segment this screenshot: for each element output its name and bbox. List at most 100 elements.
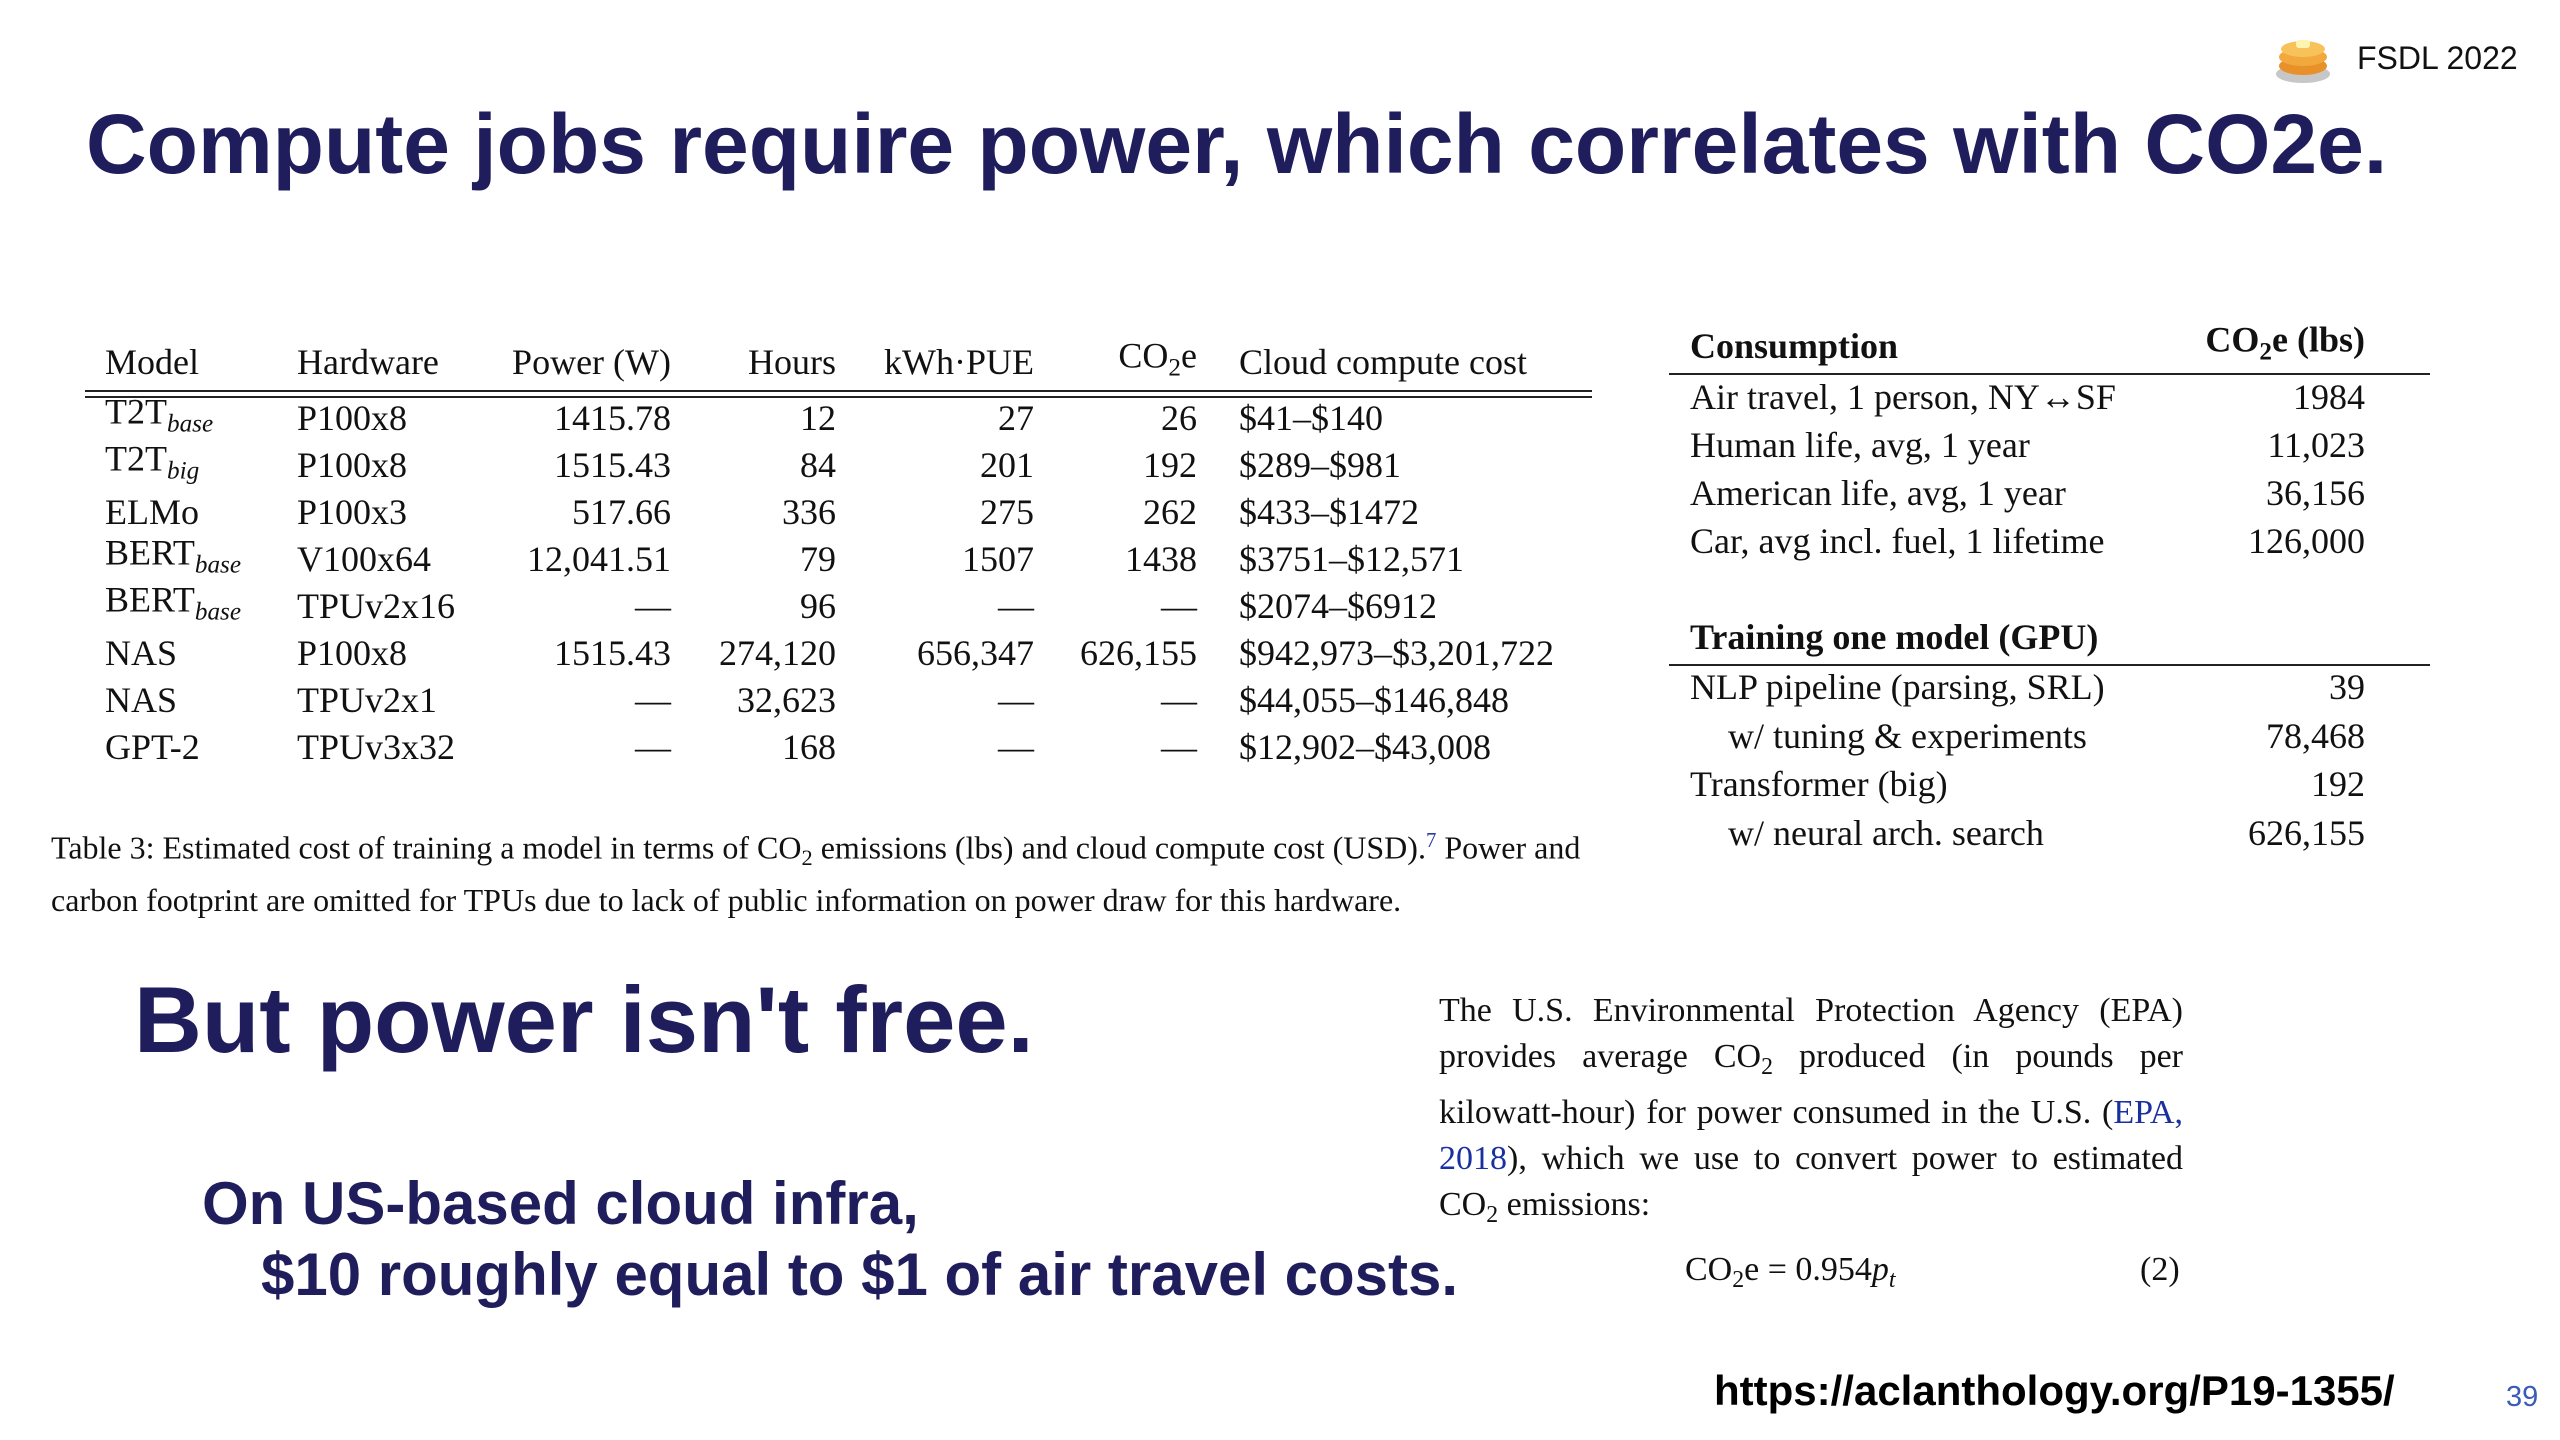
text-part: e: [1181, 335, 1197, 376]
table-cell: —: [1161, 727, 1197, 767]
table-cell: 275: [980, 492, 1034, 532]
table-cell: 1415.78: [554, 398, 671, 438]
table-cell: 32,623: [737, 680, 836, 720]
text-part: CO: [2205, 319, 2260, 360]
table-cell: $433–$1472: [1239, 492, 1419, 532]
note-line: $10 roughly equal to $1 of air travel co…: [261, 1241, 1459, 1308]
text-part: T2T: [105, 438, 167, 479]
caption-text: emissions (lbs) and cloud compute cost (…: [812, 829, 1426, 866]
footnote-mark: 7: [1425, 829, 1437, 852]
table-cell: 192: [1143, 445, 1197, 485]
table-cell: 26: [1161, 398, 1197, 438]
column-header: kWh·PUE: [884, 342, 1034, 382]
table-cell: ELMo: [105, 492, 199, 532]
table-cell: $3751–$12,571: [1239, 539, 1464, 579]
table-cell: 1438: [1125, 539, 1197, 579]
table-cell: BERTbase: [105, 580, 241, 633]
table-cell: TPUv2x1: [297, 680, 438, 720]
equation: CO2e = 0.954pt: [1685, 1248, 1896, 1302]
subscript: base: [194, 551, 242, 579]
column-header: CO2e: [1118, 336, 1197, 389]
table-cell: 656,347: [917, 633, 1034, 673]
table-cell: T2Tbig: [105, 439, 199, 492]
table-cell: T2Tbase: [105, 392, 213, 445]
row-label: Human life, avg, 1 year: [1690, 425, 2030, 465]
subscript: base: [166, 410, 214, 438]
table-cell: 1515.43: [554, 633, 671, 673]
row-label: Air travel, 1 person, NY↔SF: [1690, 377, 2116, 417]
row-value: 626,155: [2248, 812, 2365, 853]
row-value: 36,156: [2266, 473, 2365, 513]
table-cell: —: [1161, 680, 1197, 720]
table-cell: $44,055–$146,848: [1239, 680, 1509, 720]
subscript: base: [194, 598, 242, 626]
subscript: 2: [1168, 354, 1182, 382]
caption-text: Table 3: Estimated cost of training a mo…: [51, 829, 802, 866]
table-cell: 168: [782, 727, 836, 767]
table-cell: 79: [800, 539, 836, 579]
table-cell: NAS: [105, 633, 178, 673]
table-cell: 336: [782, 492, 836, 532]
header-rule: [85, 396, 1592, 398]
section-header: Training one model (GPU): [1690, 617, 2099, 657]
table-cell: 1507: [962, 539, 1034, 579]
row-label: w/ tuning & experiments: [1728, 715, 2087, 756]
text-part: CO: [1118, 335, 1169, 376]
table-cell: P100x8: [297, 633, 408, 673]
epa-paragraph: The U.S. Environmental Protection Agency…: [1439, 988, 2183, 1238]
table-cell: —: [1161, 586, 1197, 626]
epa-text: produced (in pounds per kilowatt-hour) f…: [1439, 1038, 2183, 1132]
eq-part: e = 0.954: [1744, 1251, 1872, 1288]
table-cell: —: [998, 586, 1034, 626]
subscript: 2: [2259, 338, 2272, 366]
table-caption: Table 3: Estimated cost of training a mo…: [51, 820, 1631, 921]
eq-part: CO: [1685, 1251, 1733, 1288]
table-cell: $12,902–$43,008: [1239, 727, 1491, 767]
row-value: 1984: [2293, 377, 2365, 417]
table-cell: 1515.43: [554, 445, 671, 485]
caption-sub: 2: [801, 845, 813, 871]
table-cell: —: [998, 680, 1034, 720]
table-cell: P100x8: [297, 445, 408, 485]
epa-text: emissions:: [1498, 1186, 1651, 1224]
row-label: Car, avg incl. fuel, 1 lifetime: [1690, 521, 2105, 561]
table-cell: V100x64: [297, 539, 431, 579]
epa-sub: 2: [1486, 1202, 1499, 1229]
row-label: NLP pipeline (parsing, SRL): [1690, 667, 2105, 707]
table-cell: TPUv2x16: [297, 586, 456, 626]
table-cell: $289–$981: [1239, 445, 1401, 485]
table-cell: 84: [800, 445, 836, 485]
row-value: 192: [2311, 764, 2365, 804]
page-number: 39: [2506, 1381, 2539, 1413]
column-header: Hardware: [297, 342, 439, 382]
caption-text: Power and carbon footprint are omitted f…: [51, 829, 1581, 919]
column-header: CO2e (lbs): [2205, 320, 2365, 373]
column-header: Power (W): [512, 342, 671, 382]
row-label: w/ neural arch. search: [1728, 812, 2044, 853]
column-header: Consumption: [1690, 326, 1899, 366]
subscript: big: [166, 457, 200, 485]
table-cell: $41–$140: [1239, 398, 1383, 438]
table-cell: 262: [1143, 492, 1197, 532]
table-cell: 12,041.51: [527, 539, 671, 579]
table-cell: —: [998, 727, 1034, 767]
header-rule: [85, 390, 1592, 392]
table-cell: 274,120: [719, 633, 836, 673]
row-value: 126,000: [2248, 521, 2365, 561]
table-cell: —: [635, 680, 671, 720]
table-cell: TPUv3x32: [297, 727, 456, 767]
citation-link[interactable]: EPA, 2018: [1439, 1094, 2183, 1178]
table-cell: P100x3: [297, 492, 408, 532]
table-cell: NAS: [105, 680, 178, 720]
epa-text: The U.S. Environmental Protection Agency…: [1439, 992, 2183, 1075]
column-header: Model: [105, 342, 199, 382]
note-line: On US-based cloud infra,: [202, 1170, 919, 1237]
source-url[interactable]: https://aclanthology.org/P19-1355/: [1714, 1367, 2395, 1414]
header-rule: [1669, 373, 2430, 375]
table-cell: $2074–$6912: [1239, 586, 1437, 626]
table-cell: 517.66: [572, 492, 671, 532]
text-part: BERT: [105, 579, 195, 620]
row-value: 78,468: [2266, 715, 2365, 756]
table-cell: 27: [998, 398, 1034, 438]
equation-number: (2): [2140, 1251, 2180, 1288]
